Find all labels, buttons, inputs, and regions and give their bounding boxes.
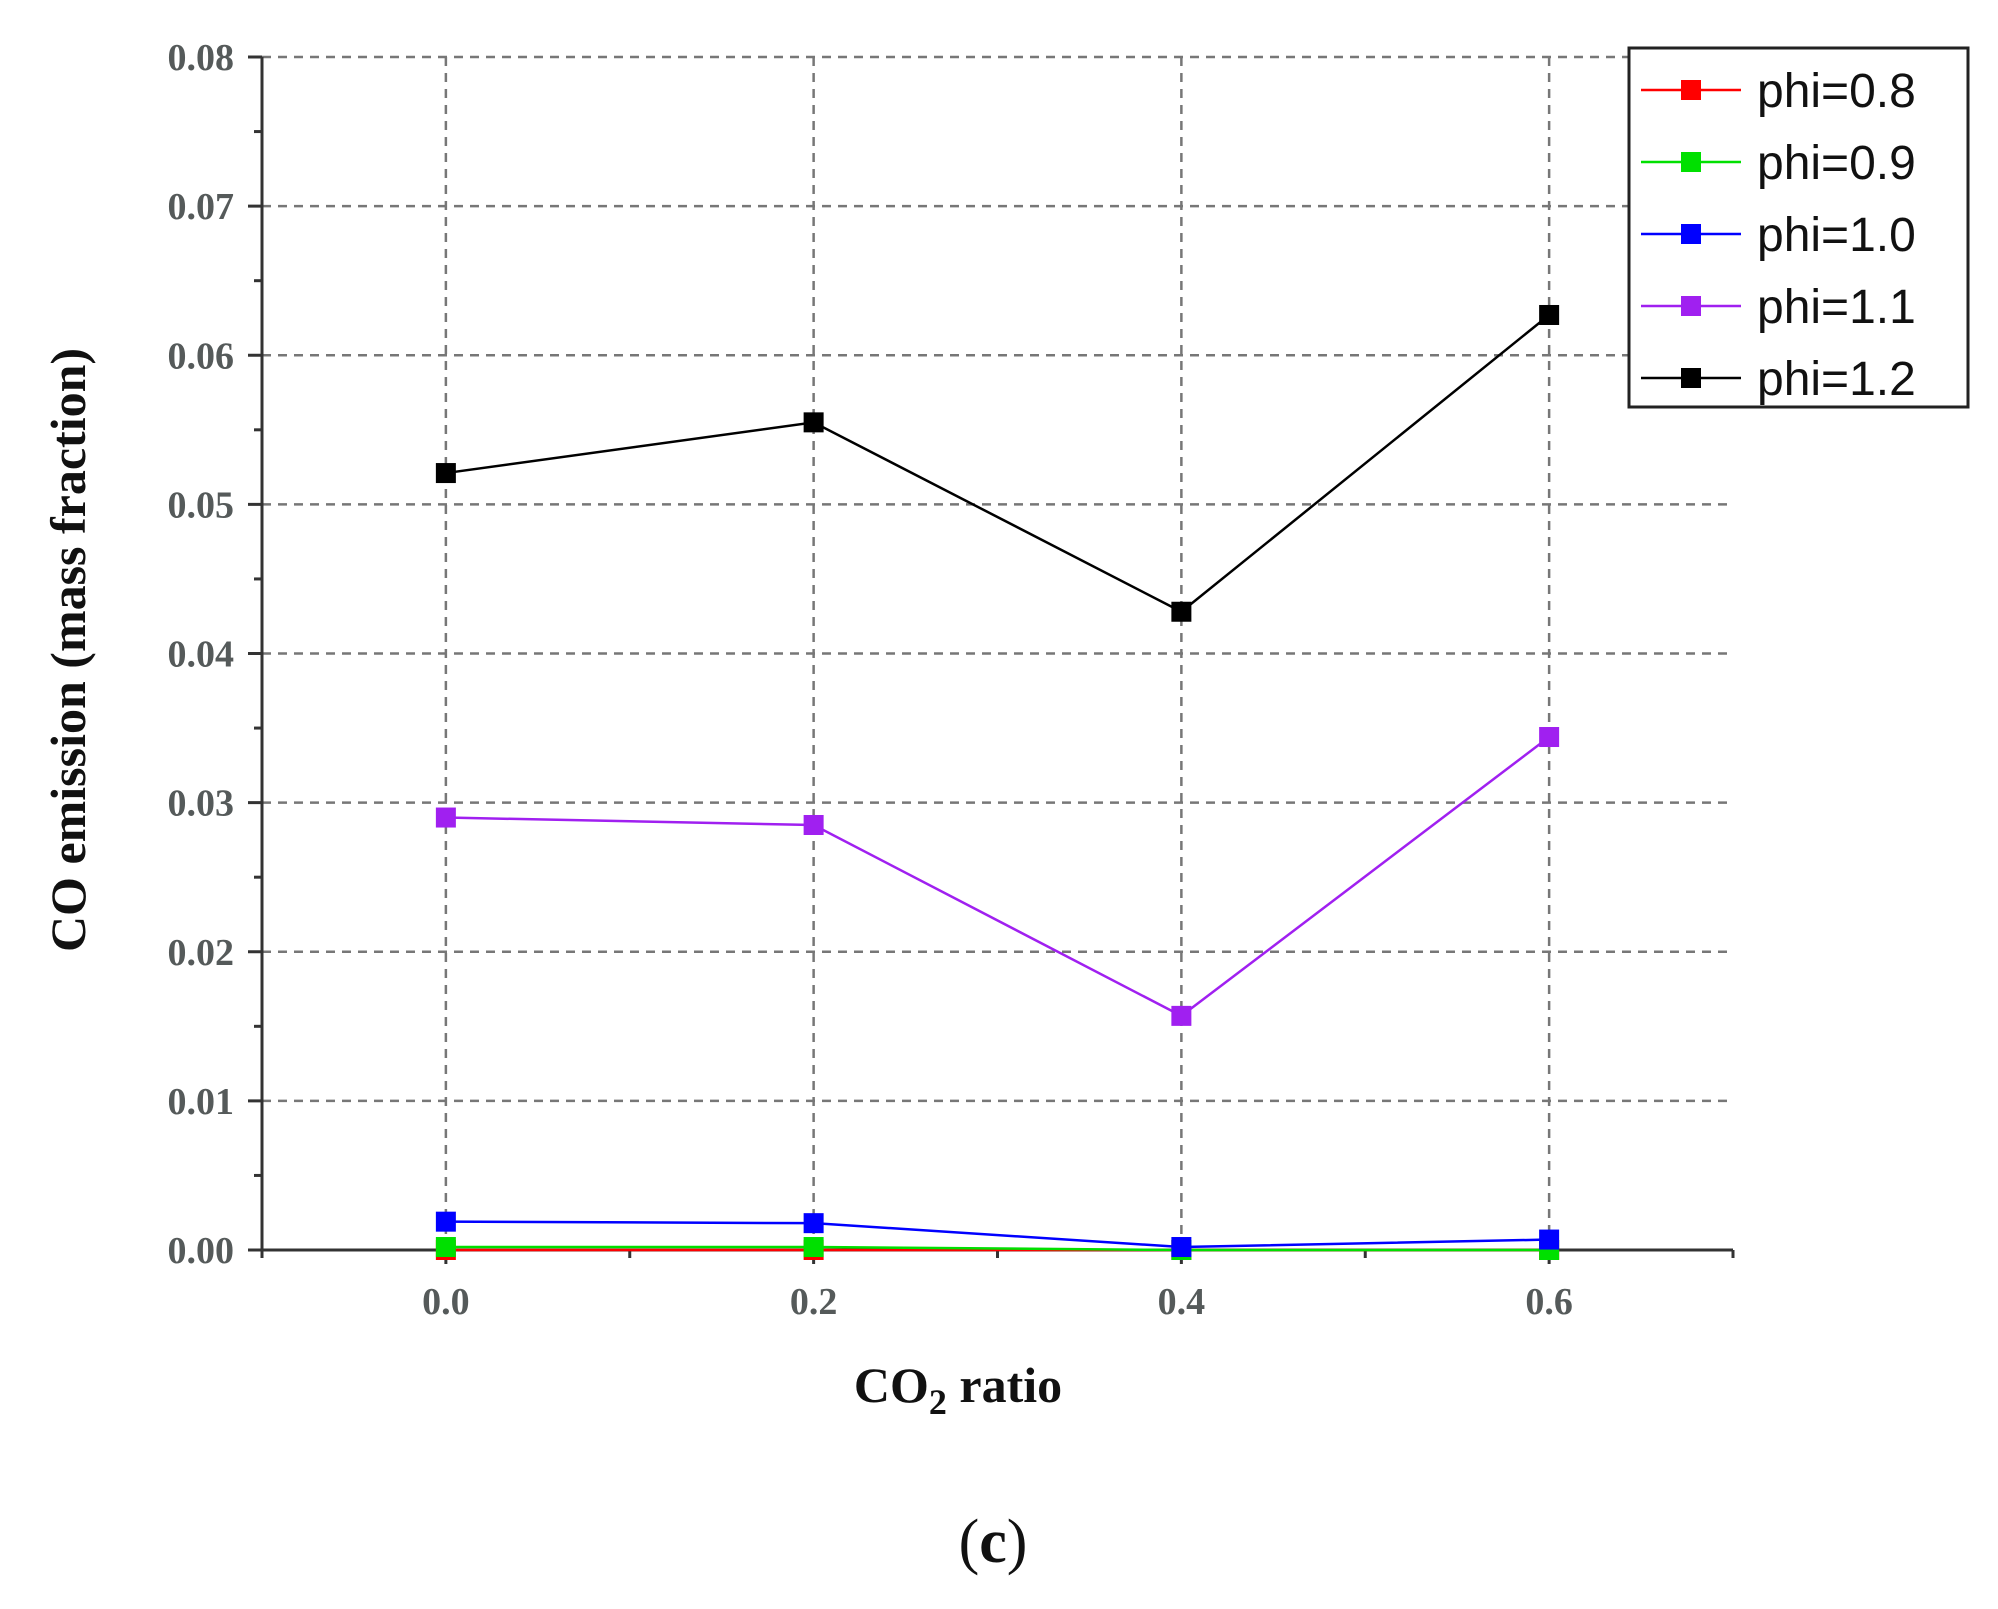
ticks: 0.00 0.01 0.02 0.03 0.04 0.05 0.06 0.07 0.08 0.0 0… [168,37,1735,1323]
x-tick-label: 0.2 [790,1281,838,1323]
x-axis-title: CO2 ratio [854,1357,1062,1422]
data-point-phi-1-1 [1171,1005,1192,1026]
legend-marker-phi-0-8 [1681,80,1701,100]
data-point-phi-1-0 [803,1213,824,1234]
legend-label-phi-1-2: phi=1.2 [1757,353,1916,406]
data-point-phi-1-0 [435,1211,456,1232]
y-tick-label: 0.01 [168,1081,235,1123]
x-tick-label: 0.4 [1158,1281,1206,1323]
data-point-phi-0-9 [803,1237,824,1258]
data-point-phi-1-2 [1539,304,1560,325]
figure-caption: (c) [959,1508,1028,1576]
series-line-phi-0-9 [445,1245,1550,1252]
legend-marker-phi-1-0 [1681,224,1701,244]
x-tick-label: 0.0 [422,1281,470,1323]
grid [262,55,1733,1250]
y-tick-label: 0.03 [168,783,235,825]
data-point-phi-1-2 [803,412,824,433]
data-point-phi-1-2 [435,463,456,484]
x-tick-label: 0.6 [1525,1281,1573,1323]
data-point-phi-1-0 [1171,1237,1192,1258]
y-tick-label: 0.02 [168,932,235,974]
data-point-phi-1-1 [803,814,824,835]
legend-label-phi-0-8: phi=0.8 [1757,65,1916,118]
data-point-phi-0-9 [435,1237,456,1258]
data-point-phi-1-1 [435,807,456,828]
y-tick-label: 0.05 [168,484,235,526]
y-axis-title: CO emission (mass fraction) [40,348,96,952]
legend-marker-phi-0-9 [1681,152,1701,172]
legend-label-phi-1-0: phi=1.0 [1757,209,1916,262]
legend-marker-phi-1-1 [1681,296,1701,316]
legend-label-phi-1-1: phi=1.1 [1757,281,1916,334]
y-tick-label: 0.00 [168,1230,235,1272]
series-line-phi-1-1 [445,736,1550,1018]
series-line-phi-1-2 [445,314,1550,614]
legend-marker-phi-1-2 [1681,368,1701,388]
y-tick-label: 0.07 [168,186,235,228]
legend: phi=0.8 phi=0.9 phi=1.0 phi=1.1 phi=1.2 [1627,46,1970,409]
data-point-phi-1-2 [1171,601,1192,622]
y-tick-label: 0.08 [168,37,235,79]
series-line-phi-1-0 [445,1220,1550,1249]
data-point-phi-1-1 [1539,727,1560,748]
legend-label-phi-0-9: phi=0.9 [1757,137,1916,190]
data-point-phi-1-0 [1539,1229,1560,1250]
y-tick-label: 0.04 [168,634,235,676]
y-tick-label: 0.06 [168,335,235,377]
series [435,304,1560,1260]
